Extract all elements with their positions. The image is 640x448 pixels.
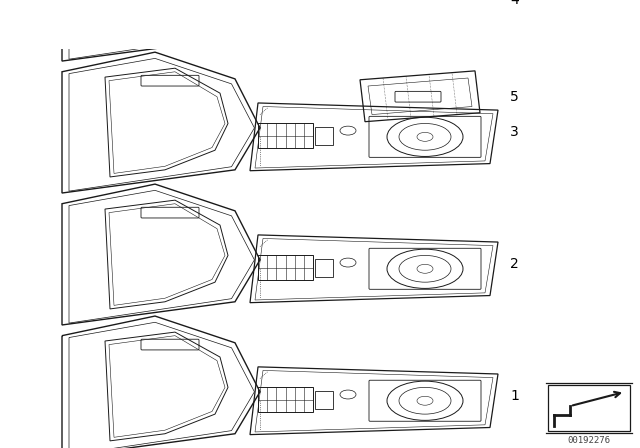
Text: 4: 4 [510,0,519,8]
Text: 5: 5 [510,90,519,104]
Text: 2: 2 [510,257,519,271]
Bar [258,255,313,280]
Bar [258,124,313,148]
Bar [258,388,313,412]
Bar [315,127,333,145]
Bar [315,0,333,13]
Bar [315,259,333,277]
Bar [548,385,630,431]
Text: 3: 3 [510,125,519,139]
Text: 1: 1 [510,389,519,403]
Bar [315,391,333,409]
Bar [258,0,313,17]
Text: 00192276: 00192276 [568,436,611,445]
